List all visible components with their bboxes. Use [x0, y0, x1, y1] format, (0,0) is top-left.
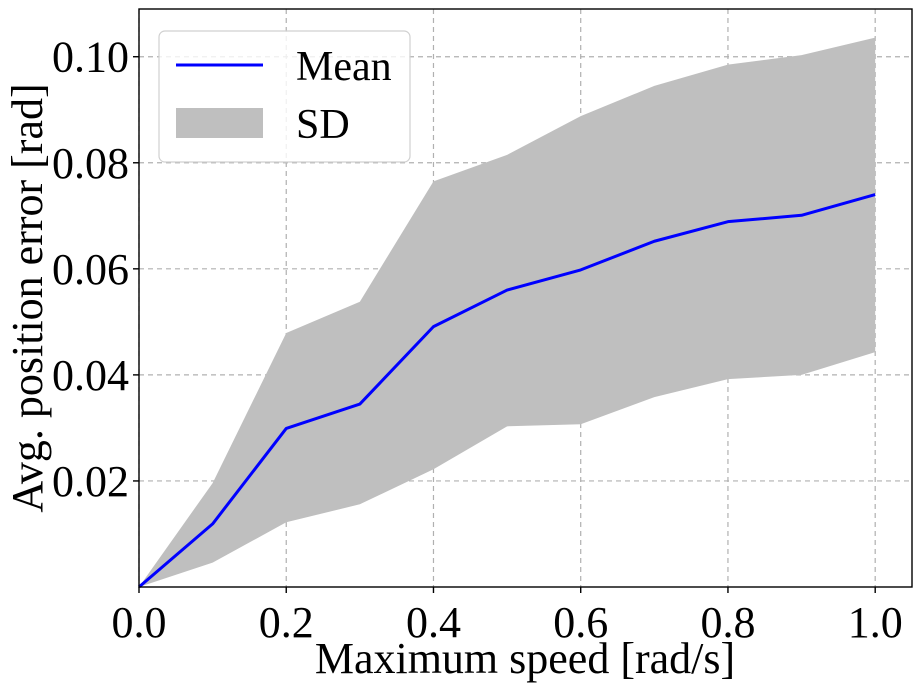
plot-frame	[138, 8, 913, 588]
legend-sd-swatch	[176, 108, 263, 138]
axes	[133, 8, 913, 593]
x-tick-label: 0.4	[406, 598, 461, 647]
y-tick-label: 0.02	[52, 457, 129, 506]
x-tick-label: 1.0	[848, 598, 903, 647]
legend-sd-label: SD	[296, 102, 350, 148]
y-tick-label: 0.10	[52, 33, 129, 82]
x-tick-label: 0.8	[700, 598, 755, 647]
sd-band	[139, 37, 876, 587]
x-axis-label: Maximum speed [rad/s]	[315, 634, 735, 683]
x-tick-label: 0.0	[112, 598, 167, 647]
tick-labels: 0.0 0.2 0.4 0.6 0.8 1.0 0.02 0.04 0.06 0.08 0.10	[52, 33, 903, 647]
y-tick-label: 0.08	[52, 139, 129, 188]
y-tick-label: 0.04	[52, 351, 129, 400]
sd-band-layer	[139, 37, 876, 587]
y-tick-label: 0.06	[52, 245, 129, 294]
legend: Mean SD	[158, 30, 411, 163]
x-tick-label: 0.2	[259, 598, 314, 647]
x-tick-label: 0.6	[553, 598, 608, 647]
mean-line-layer	[138, 193, 876, 589]
y-axis-label: Avg. position error [rad]	[3, 83, 52, 512]
legend-mean-label: Mean	[296, 44, 392, 90]
